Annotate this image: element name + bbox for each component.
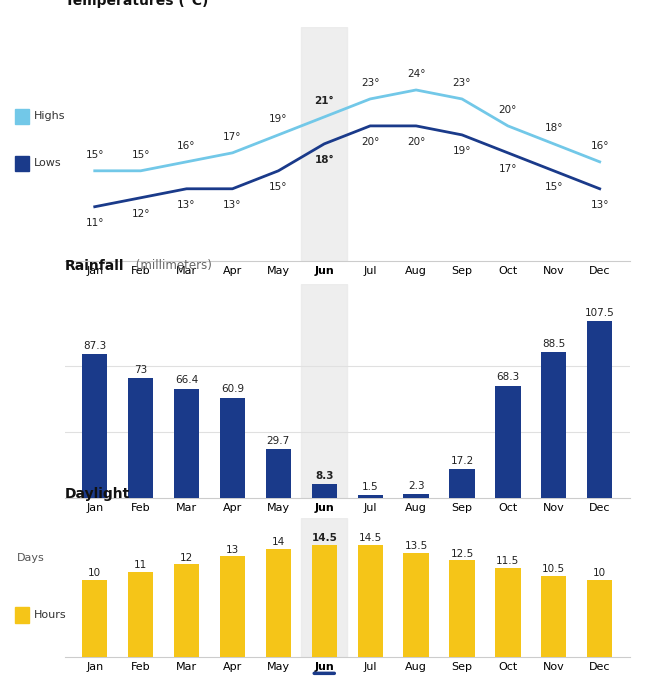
Text: 16°: 16° xyxy=(177,141,196,151)
Bar xyxy=(404,494,429,498)
Text: Lows: Lows xyxy=(34,158,62,167)
Text: 13°: 13° xyxy=(177,200,196,210)
Text: 13°: 13° xyxy=(591,200,609,210)
Bar xyxy=(265,549,291,657)
Text: 20°: 20° xyxy=(498,105,517,115)
Bar xyxy=(265,449,291,498)
Text: 14: 14 xyxy=(272,538,285,547)
Bar xyxy=(312,545,337,657)
Text: 11: 11 xyxy=(134,561,147,570)
Text: 13.5: 13.5 xyxy=(404,541,428,551)
Bar xyxy=(541,575,567,657)
Text: Temperatures (°C): Temperatures (°C) xyxy=(65,0,208,8)
Text: 6: 6 xyxy=(183,553,190,563)
Text: Daylight: Daylight xyxy=(65,487,130,502)
Text: 7: 7 xyxy=(137,553,144,563)
Text: 18°: 18° xyxy=(545,123,563,133)
Text: 11.5: 11.5 xyxy=(496,556,519,567)
Text: 15°: 15° xyxy=(86,150,104,160)
Text: 21°: 21° xyxy=(315,96,334,106)
Text: 2.3: 2.3 xyxy=(408,481,424,491)
Text: 73: 73 xyxy=(134,364,147,374)
Text: 6: 6 xyxy=(229,553,236,563)
Text: 15°: 15° xyxy=(131,150,150,160)
Text: 15°: 15° xyxy=(545,181,563,192)
Text: 88.5: 88.5 xyxy=(542,339,565,349)
Text: 16°: 16° xyxy=(591,141,609,151)
Text: 19°: 19° xyxy=(269,114,288,124)
Text: 20°: 20° xyxy=(407,137,425,147)
Text: 68.3: 68.3 xyxy=(496,372,519,383)
Text: Hours: Hours xyxy=(34,610,66,620)
Text: 29.7: 29.7 xyxy=(267,435,290,445)
Bar xyxy=(301,284,347,498)
Text: 14.5: 14.5 xyxy=(312,533,337,544)
Text: 13°: 13° xyxy=(223,200,241,210)
Bar xyxy=(82,354,107,498)
Bar xyxy=(449,469,474,498)
Bar xyxy=(128,378,153,498)
Bar xyxy=(587,322,612,498)
Text: Rainfall: Rainfall xyxy=(65,259,125,273)
Text: 8.3: 8.3 xyxy=(315,471,334,481)
Text: 17°: 17° xyxy=(223,132,241,142)
Text: 1.5: 1.5 xyxy=(362,482,378,492)
Text: 7: 7 xyxy=(550,553,557,563)
Text: Days: Days xyxy=(17,553,45,563)
Text: 24°: 24° xyxy=(407,69,425,79)
Bar xyxy=(495,386,520,498)
Text: 19°: 19° xyxy=(453,146,471,156)
Bar xyxy=(174,389,199,498)
Bar xyxy=(220,397,245,498)
Text: 11°: 11° xyxy=(86,217,104,227)
Bar xyxy=(358,545,383,657)
Bar xyxy=(220,556,245,657)
Text: 10: 10 xyxy=(88,568,101,578)
Text: 17.2: 17.2 xyxy=(450,456,474,466)
Bar xyxy=(587,580,612,657)
Text: 3: 3 xyxy=(275,553,282,563)
Text: 17°: 17° xyxy=(498,164,517,173)
Bar xyxy=(358,495,383,498)
Text: 7: 7 xyxy=(91,553,98,563)
FancyBboxPatch shape xyxy=(15,607,29,624)
Bar xyxy=(301,27,347,261)
Text: 60.9: 60.9 xyxy=(221,385,244,395)
Text: 15°: 15° xyxy=(269,181,288,192)
FancyBboxPatch shape xyxy=(15,109,29,124)
Bar xyxy=(82,580,107,657)
Text: 12.5: 12.5 xyxy=(450,549,474,559)
Text: 8: 8 xyxy=(596,553,604,563)
Bar xyxy=(128,572,153,657)
Text: 10.5: 10.5 xyxy=(542,564,565,574)
Bar xyxy=(541,353,567,498)
Text: 1: 1 xyxy=(458,553,465,563)
Bar xyxy=(174,564,199,657)
Text: 10: 10 xyxy=(593,568,606,578)
Bar xyxy=(301,518,347,657)
Text: 1: 1 xyxy=(321,553,328,563)
Text: 23°: 23° xyxy=(361,78,380,88)
Text: 5: 5 xyxy=(504,553,511,563)
Text: 12: 12 xyxy=(180,552,193,563)
Text: 87.3: 87.3 xyxy=(83,341,106,351)
Text: 23°: 23° xyxy=(453,78,471,88)
Bar xyxy=(495,568,520,657)
Text: 66.4: 66.4 xyxy=(175,375,198,385)
Text: 14.5: 14.5 xyxy=(358,533,382,544)
Text: 107.5: 107.5 xyxy=(585,308,615,318)
Text: 20°: 20° xyxy=(361,137,380,147)
Bar xyxy=(312,484,337,498)
Bar xyxy=(449,561,474,657)
Text: 13: 13 xyxy=(226,545,239,555)
Text: 0: 0 xyxy=(413,553,419,563)
FancyBboxPatch shape xyxy=(15,156,29,171)
Bar xyxy=(404,552,429,657)
Text: (millimeters): (millimeters) xyxy=(132,259,212,271)
Text: Highs: Highs xyxy=(34,111,66,121)
Text: 12°: 12° xyxy=(131,209,150,219)
Text: 18°: 18° xyxy=(315,154,334,165)
Text: 0: 0 xyxy=(367,553,374,563)
